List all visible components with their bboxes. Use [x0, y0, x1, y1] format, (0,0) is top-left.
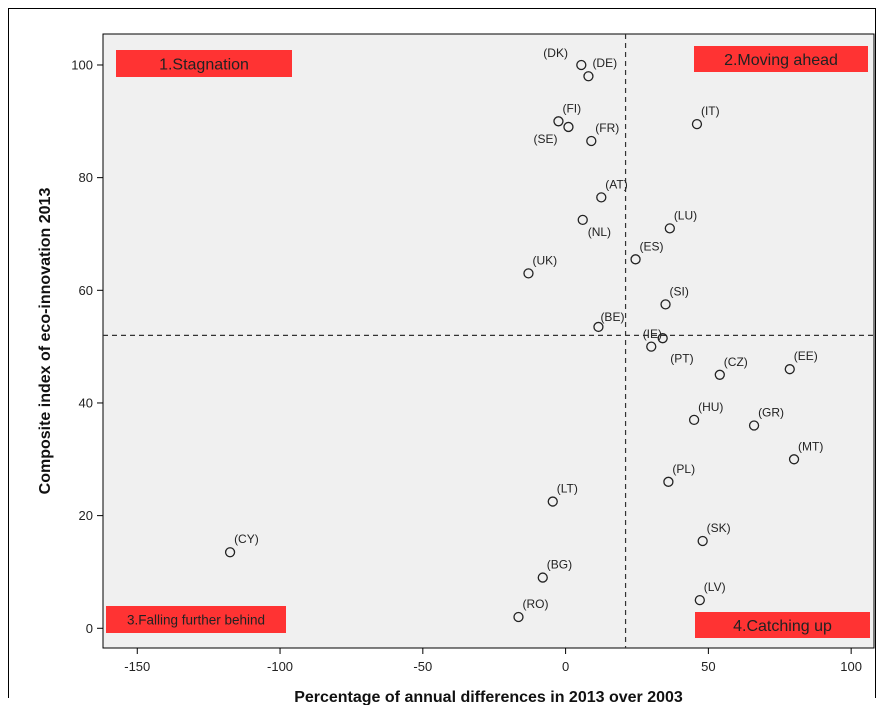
x-tick-label: 50 [701, 659, 715, 674]
data-point [630, 254, 641, 265]
data-point-label: (NL) [588, 225, 611, 239]
data-point [537, 572, 548, 583]
data-point [788, 454, 800, 465]
data-point-label: (DE) [592, 56, 617, 70]
x-tick-label: -50 [413, 659, 432, 674]
data-point-label: (UK) [532, 253, 557, 267]
data-point-label: (IT) [701, 104, 720, 118]
data-point-label: (FR) [595, 121, 619, 135]
x-tick-label: 0 [562, 659, 569, 674]
data-point-label: (AT) [605, 177, 627, 191]
data-point [688, 414, 700, 426]
data-point [513, 611, 524, 623]
data-point [593, 321, 604, 333]
x-tick-label: 100 [840, 659, 862, 674]
data-point [563, 121, 574, 133]
plot-area [102, 33, 875, 649]
data-points: (DK) (DE) (FI) (SE) (FR) (IT) (AT) (NL) (LU) (ES)… [224, 46, 823, 623]
data-point [586, 135, 597, 147]
data-point-label: (PL) [672, 462, 695, 476]
data-point-label: (LU) [674, 208, 697, 222]
data-point-label: (CY) [234, 532, 259, 546]
data-point-label: (ES) [640, 239, 664, 253]
y-axis-title: Composite index of eco-innovation 2013 [37, 188, 54, 495]
data-point [553, 116, 564, 127]
data-point-label: (HU) [698, 400, 723, 414]
data-point-label: (SK) [707, 521, 731, 535]
data-point [748, 420, 760, 431]
data-point-label: (PT) [670, 352, 693, 366]
y-axis: 0 20 40 60 80 100 [71, 57, 103, 636]
quadrant-label: 3.Falling further behind [127, 612, 265, 627]
data-point [523, 268, 534, 279]
y-tick-label: 40 [79, 395, 93, 410]
data-point [691, 118, 703, 130]
x-tick-label: -150 [124, 659, 150, 674]
data-point [583, 71, 594, 82]
data-point-label: (SI) [670, 284, 689, 298]
y-tick-label: 60 [79, 283, 93, 298]
data-point-label: (LT) [557, 482, 578, 496]
data-point-label: (FI) [562, 101, 581, 115]
data-point-label: (SE) [533, 132, 557, 146]
data-point [577, 214, 588, 226]
data-point [697, 535, 708, 547]
data-point [784, 364, 795, 375]
data-point [663, 476, 674, 487]
quadrant-label-box [106, 606, 286, 633]
x-axis-title: Percentage of annual differences in 2013… [294, 689, 683, 705]
data-point-label: (MT) [798, 439, 823, 453]
quadrant-label-box [694, 46, 868, 72]
data-point-label: (CZ) [724, 355, 748, 369]
data-point [714, 369, 725, 380]
data-point [547, 496, 558, 507]
y-tick-label: 80 [79, 170, 93, 185]
quadrant-label: 2.Moving ahead [724, 52, 838, 69]
data-point [224, 547, 236, 558]
quadrant-label-box [116, 50, 292, 77]
data-point-label: (DK) [543, 46, 568, 60]
x-axis: -150 -100 -50 0 50 100 [124, 648, 862, 674]
y-tick-label: 0 [86, 621, 93, 636]
data-point [596, 192, 607, 203]
quadrant-labels: 1.Stagnation 2.Moving ahead 3.Falling furt… [106, 46, 870, 638]
y-tick-label: 100 [71, 57, 93, 72]
data-point [664, 223, 675, 234]
data-point-label: (IE) [643, 327, 662, 341]
data-point-label: (EE) [794, 349, 818, 363]
data-point-label: (LV) [704, 580, 726, 594]
data-point [694, 594, 705, 606]
quadrant-label: 1.Stagnation [159, 56, 249, 73]
y-tick-label: 20 [79, 508, 93, 523]
chart-frame [8, 8, 876, 698]
quadrant-label: 4.Catching up [733, 618, 832, 635]
data-point [660, 299, 671, 310]
x-tick-label: -100 [267, 659, 293, 674]
data-point-label: (RO) [522, 597, 548, 611]
data-point-label: (BE) [600, 310, 624, 324]
quadrant-label-box [695, 612, 870, 638]
data-point [657, 333, 668, 344]
data-point-label: (GR) [758, 405, 784, 419]
data-point [576, 59, 587, 71]
data-point-label: (BG) [547, 558, 572, 572]
data-point [646, 341, 657, 352]
